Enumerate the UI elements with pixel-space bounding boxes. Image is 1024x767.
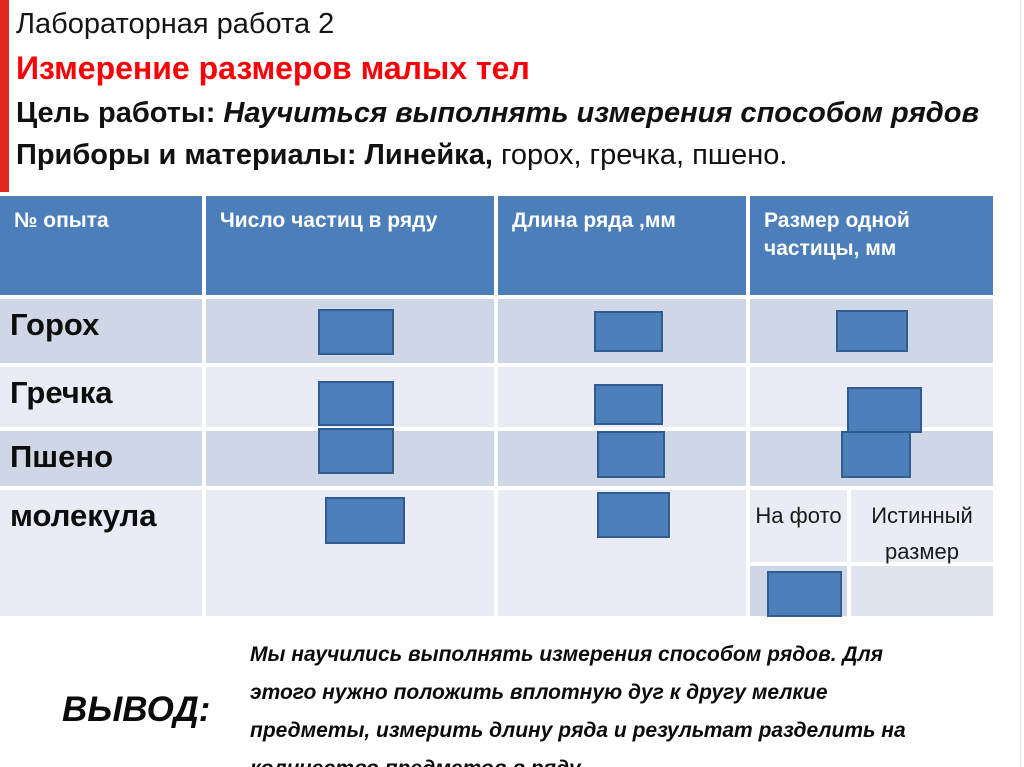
table-cell — [851, 566, 993, 616]
subheader-istinny-razmer: Истинный размер — [851, 490, 993, 564]
conclusion-text: Мы научились выполнять измерения способо… — [250, 643, 906, 767]
row-label-grechka: Гречка — [0, 367, 202, 427]
materials-line: Приборы и материалы: Линейка, горох, гре… — [16, 139, 787, 172]
answer-placeholder — [841, 431, 911, 478]
goal-line: Цель работы: Научиться выполнять измерен… — [16, 97, 979, 130]
table-header-row-length: Длина ряда ,мм — [498, 196, 746, 295]
answer-placeholder — [325, 497, 405, 544]
answer-placeholder — [318, 428, 394, 474]
materials-label: Приборы и материалы: Линейка, — [16, 139, 493, 171]
materials-text: горох, гречка, пшено. — [492, 139, 788, 171]
table-header-particle-count: Число частиц в ряду — [206, 196, 494, 295]
answer-placeholder — [597, 492, 670, 538]
row-label-psheno: Пшено — [0, 431, 202, 486]
goal-text: Научиться выполнять измерения способом р… — [223, 97, 979, 129]
slide-edge-line — [1020, 0, 1021, 767]
answer-placeholder — [836, 310, 908, 352]
slide-subtitle-red: Измерение размеров малых тел — [16, 50, 530, 86]
answer-placeholder — [594, 384, 663, 425]
answer-placeholder — [318, 309, 394, 355]
row-label-gorokh: Горох — [0, 299, 202, 363]
conclusion-label: ВЫВОД: — [62, 690, 211, 729]
answer-placeholder — [597, 431, 665, 478]
slide-title: Лабораторная работа 2 — [16, 8, 335, 40]
table-header-experiment: № опыта — [0, 196, 202, 295]
red-accent-bar — [0, 0, 9, 192]
answer-placeholder — [318, 381, 394, 426]
answer-placeholder — [847, 387, 922, 433]
table-header-particle-size: Размер одной частицы, мм — [750, 196, 993, 295]
goal-label: Цель работы: — [16, 97, 224, 129]
answer-placeholder — [594, 311, 663, 352]
answer-placeholder — [767, 571, 842, 617]
subheader-na-foto: На фото — [750, 490, 847, 562]
row-label-molekula: молекула — [0, 490, 202, 616]
